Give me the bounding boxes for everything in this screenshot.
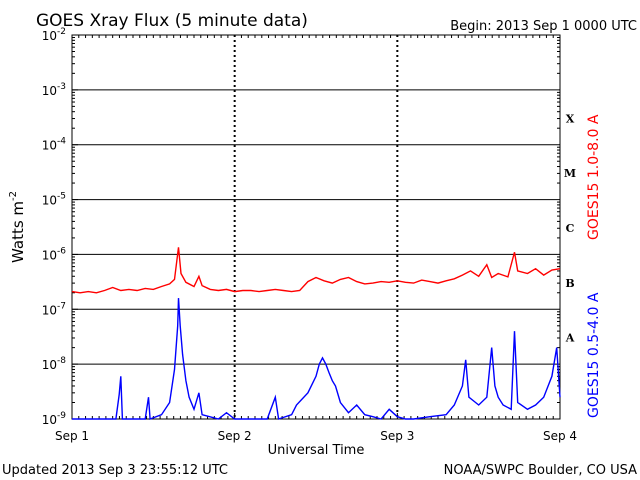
flare-class-c: C: [566, 222, 575, 235]
y-axis-ticks: 10-9 10-8 10-7 10-6 10-5 10-4 10-3 10-2: [42, 27, 560, 427]
begin-time: Begin: 2013 Sep 1 0000 UTC: [450, 19, 637, 34]
y-tick-label: 10-6: [42, 246, 67, 262]
flare-class-x: X: [566, 112, 575, 125]
y-axis-label: Watts m-2: [8, 191, 27, 263]
svg-text:Watts m-2: Watts m-2: [8, 191, 27, 263]
y-tick-label: 10-3: [42, 82, 66, 98]
flare-class-labels: A B C M X: [564, 112, 576, 344]
x-tick-label: Sep 1: [55, 429, 89, 443]
x-axis-label: Universal Time: [268, 443, 365, 458]
x-tick-label: Sep 3: [380, 429, 414, 443]
plot-frame: [71, 34, 561, 420]
x-tick-label: Sep 4: [543, 429, 577, 443]
y-tick-label: 10-5: [42, 192, 66, 208]
y-axis-label-exponent: -2: [8, 191, 19, 201]
y-axis-label-base: Watts m: [9, 201, 27, 263]
chart-title: GOES Xray Flux (5 minute data): [36, 11, 308, 31]
y-tick-label: 10-8: [42, 356, 67, 372]
y-tick-label: 10-7: [42, 301, 66, 317]
x-axis-ticks: Sep 1 Sep 2 Sep 3 Sep 4: [55, 35, 577, 443]
flare-class-m: M: [564, 167, 576, 180]
updated-timestamp: Updated 2013 Sep 3 23:55:12 UTC: [2, 463, 228, 478]
series-long-channel: [71, 247, 561, 294]
flare-class-a: A: [565, 332, 575, 345]
source-credit: NOAA/SWPC Boulder, CO USA: [444, 463, 637, 478]
data-series: [71, 247, 561, 420]
x-tick-label: Sep 2: [218, 429, 252, 443]
series-short-channel: [72, 298, 561, 420]
flare-class-b: B: [565, 277, 574, 290]
legend-long-channel: GOES15 1.0-8.0 A: [586, 114, 602, 240]
y-tick-label: 10-2: [42, 27, 66, 43]
y-tick-label: 10-9: [42, 411, 67, 427]
y-tick-label: 10-4: [42, 137, 67, 153]
legend-short-channel: GOES15 0.5-4.0 A: [586, 292, 602, 418]
plot-grid: [72, 35, 560, 419]
